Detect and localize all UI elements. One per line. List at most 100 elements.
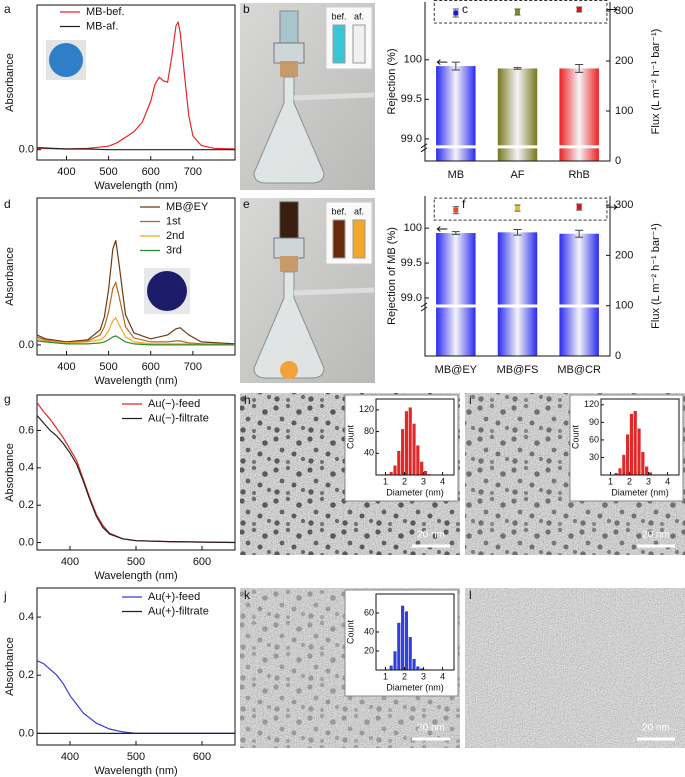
line <box>36 335 235 346</box>
hist-bar <box>617 467 623 476</box>
error-bar <box>451 231 460 235</box>
tube <box>293 92 375 101</box>
y-tick-label: 0.0 <box>19 727 34 739</box>
panel-label: l <box>469 588 472 602</box>
legend-label: Au(−)-filtrate <box>148 412 209 424</box>
x-tick-label: 600 <box>142 166 160 178</box>
flux-point <box>576 7 582 12</box>
hist-bar <box>621 454 627 476</box>
error-bar <box>575 229 584 238</box>
panel-label: c <box>462 2 468 16</box>
vial-label: af. <box>354 11 364 21</box>
x-tick-label: 2 <box>627 476 632 486</box>
x-tick-label: 1 <box>383 671 388 681</box>
break-mark <box>420 143 428 153</box>
y-tick-label: 99.0 <box>401 133 422 145</box>
vial-label: bef. <box>331 11 346 21</box>
hist-bar <box>629 413 634 476</box>
x-axis-label: Wavelength (nm) <box>94 375 177 387</box>
hist-bar <box>400 605 405 671</box>
x-axis-label: Wavelength (nm) <box>94 180 177 192</box>
y-axis-label: Count <box>570 425 580 450</box>
x-tick-label: 3 <box>421 476 426 486</box>
y2-tick-label: 200 <box>615 249 633 261</box>
y-tick-label: 40 <box>364 448 374 458</box>
axes <box>424 196 611 357</box>
hist-bar <box>408 636 413 671</box>
panel-label: a <box>4 2 11 16</box>
hist-bar <box>633 410 638 476</box>
x-tick-label: 500 <box>99 166 117 178</box>
y-axis-label: Absorbance <box>4 247 16 306</box>
x-tick-label: 700 <box>184 361 202 373</box>
y2-tick-label: 100 <box>615 105 633 117</box>
flask <box>253 271 325 379</box>
bar <box>497 232 538 356</box>
hist-bar <box>636 427 642 476</box>
inset-bg <box>344 589 459 697</box>
hist-bar <box>400 428 405 476</box>
legend-label: MB@EY <box>166 201 209 213</box>
panel-label: d <box>4 197 11 211</box>
hist-bar <box>404 610 409 671</box>
rejection-arrow <box>436 59 448 65</box>
legend-label: MB-bef. <box>86 6 125 18</box>
x-tick-label: 3 <box>646 476 651 486</box>
hist-bar <box>396 622 402 671</box>
error-bar <box>575 63 584 73</box>
panel-label: g <box>4 392 11 406</box>
flux-point <box>515 205 520 211</box>
photo-e: bef. af. <box>240 198 375 383</box>
line <box>36 147 235 151</box>
category-label: MB@EY <box>435 364 478 376</box>
panel-label: i <box>469 393 472 407</box>
y-tick-label: 30 <box>589 452 599 462</box>
legend-label: 2nd <box>166 230 184 242</box>
x-tick-label: 1 <box>383 476 388 486</box>
tem-l <box>465 588 685 748</box>
y-axis-label: Rejection (%) <box>386 48 398 114</box>
x-tick-label: 600 <box>142 361 160 373</box>
y-tick-label: 0.0 <box>19 339 34 351</box>
line <box>36 280 236 346</box>
line <box>36 415 236 544</box>
clamp <box>273 237 305 259</box>
hist-bar <box>389 664 394 671</box>
flux-point <box>576 204 582 210</box>
category-label: MB <box>448 169 465 181</box>
rejection-arrow <box>436 226 448 232</box>
flux-box <box>433 197 608 221</box>
hist-bar <box>415 444 421 476</box>
hist-bar <box>396 450 402 476</box>
y-axis-label: Absorbance <box>4 443 16 502</box>
flux-arrow <box>606 6 618 13</box>
x-tick-label: 3 <box>421 671 426 681</box>
category-label: RhB <box>568 169 589 181</box>
photo-b: bef. af. <box>240 3 375 190</box>
tube <box>293 287 375 296</box>
x-tick-label: 600 <box>193 556 211 568</box>
vial-label: bef. <box>331 206 346 216</box>
y-tick-label: 99.5 <box>401 257 422 269</box>
legend-label: Au(+)-filtrate <box>148 605 209 617</box>
x-axis-label: Diameter (nm) <box>386 487 444 497</box>
hist-bar <box>644 465 649 476</box>
vial-before <box>332 219 346 259</box>
y-tick-label: 100 <box>404 54 422 66</box>
line <box>36 240 236 345</box>
error-bar <box>451 61 460 71</box>
x-tick-label: 700 <box>184 166 202 178</box>
inset-frame <box>375 398 455 476</box>
y-tick-label: 100 <box>404 222 422 234</box>
y-axis-label: Count <box>345 425 355 450</box>
hist-bar <box>408 406 413 476</box>
y-tick-label: 0.2 <box>19 669 34 681</box>
scale-bar-label: 20 nm <box>642 723 670 734</box>
inset-frame <box>600 398 680 476</box>
y-tick-label: 60 <box>589 434 599 444</box>
x-tick-label: 500 <box>127 556 145 568</box>
hist-bar <box>392 650 398 671</box>
category-label: MB@CR <box>557 364 601 376</box>
error-bar <box>513 67 522 70</box>
